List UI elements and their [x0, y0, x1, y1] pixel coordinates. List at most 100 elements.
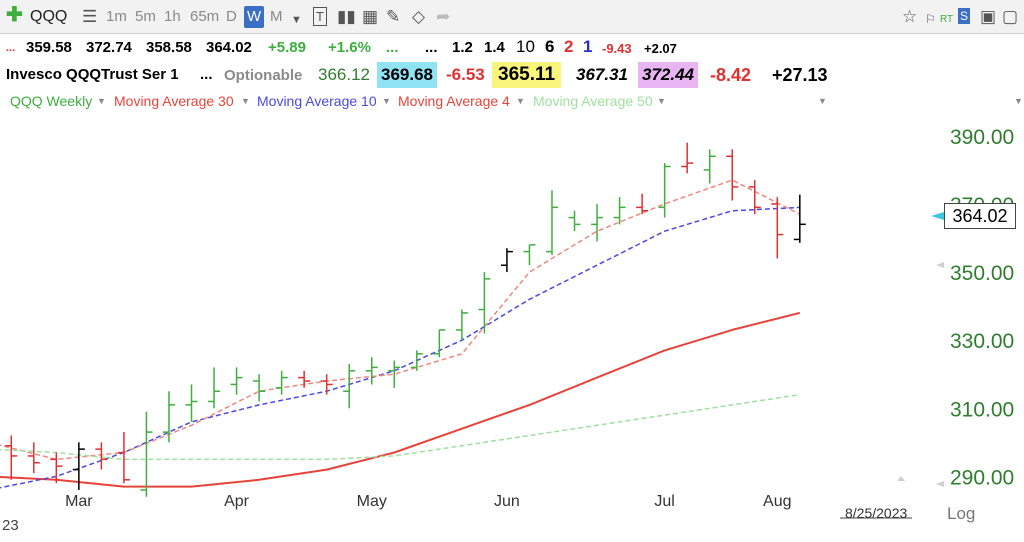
quote-v8: +2.07 [644, 41, 677, 56]
legend: QQQ Weekly ▼ Moving Average 30 ▼ Moving … [0, 92, 1024, 112]
chevron-down-icon[interactable]: ▼ [291, 14, 302, 26]
symbol-label[interactable]: QQQ [30, 8, 68, 25]
tf-1m[interactable]: 1m [106, 8, 127, 25]
y-tick-label: 350.00 [950, 262, 1014, 285]
quote-v4: 6 [545, 37, 555, 56]
ohlc-bar [591, 203, 604, 242]
pencil-icon[interactable]: ✎ [386, 7, 401, 26]
scroll-marker-icon [936, 481, 944, 487]
y-tick-label: 310.00 [950, 398, 1014, 421]
row2-p6: 372.44 [638, 62, 698, 88]
y-tick-label: 390.00 [950, 126, 1014, 149]
ohlc-bar [95, 442, 108, 470]
legend-ma50[interactable]: Moving Average 50 [533, 93, 653, 109]
ohlc-bar [365, 357, 378, 385]
ohlc-bar [793, 194, 806, 243]
name-ellipsis: ... [200, 66, 213, 83]
bar-chart-icon[interactable]: ▮▮ [337, 7, 356, 26]
quote-dots: ... [6, 42, 16, 54]
add-symbol-icon[interactable]: ✚ [6, 4, 23, 26]
legend-ma30[interactable]: Moving Average 30 [114, 93, 234, 109]
chevron-down-icon[interactable]: ▼ [516, 96, 525, 106]
ohlc-bar [117, 432, 130, 484]
tf-65m[interactable]: 65m [190, 8, 220, 25]
x-tick-label: Mar [65, 493, 93, 510]
ohlc-bar [320, 374, 333, 395]
tf-5m[interactable]: 5m [135, 8, 156, 25]
chevron-down-icon[interactable]: ▼ [818, 96, 827, 106]
ohlc-bar [275, 370, 288, 395]
s-icon[interactable]: S [958, 8, 971, 24]
ohlc-bar [185, 384, 198, 422]
row2-p7: -8.42 [710, 65, 752, 85]
line-moving-average-30 [0, 311, 801, 488]
row2-p4: 365.11 [492, 62, 562, 88]
ohlc-bar [298, 370, 311, 388]
tf-d[interactable]: D [226, 8, 237, 25]
row2-p2: 369.68 [377, 62, 437, 88]
x-tick-label: May [357, 493, 387, 510]
tf-w[interactable]: W [244, 6, 265, 28]
legend-ma10[interactable]: Moving Average 10 [257, 93, 377, 109]
low-value: 358.58 [146, 39, 192, 56]
ohlc-bar [253, 374, 266, 402]
share-icon[interactable]: ➦ [436, 7, 451, 26]
tf-1h[interactable]: 1h [164, 8, 181, 25]
chevron-down-icon[interactable]: ▼ [382, 96, 391, 106]
chevron-down-icon[interactable]: ▼ [1014, 96, 1023, 106]
ohlc-bar [162, 391, 175, 443]
ohlc-bar [455, 309, 468, 341]
ohlc-bar [388, 360, 401, 388]
chevron-down-icon[interactable]: ▼ [241, 96, 250, 106]
legend-ma4[interactable]: Moving Average 4 [398, 93, 510, 109]
change-pct-value: +1.6% [328, 39, 371, 56]
ohlc-bar [748, 180, 761, 215]
tf-m[interactable]: M [270, 8, 283, 25]
quote-v5: 2 [564, 37, 574, 56]
ohlc-bar [658, 163, 671, 218]
date-label: 8/25/2023 [845, 505, 908, 521]
company-name: Invesco QQQTrust Ser 1 [6, 66, 179, 83]
quote-v3: 10 [516, 37, 535, 56]
ohlc-bar [230, 367, 243, 395]
row2-p8: +27.13 [772, 65, 828, 85]
list-icon[interactable]: ☰ [82, 7, 98, 26]
save-icon[interactable]: ▣ [980, 7, 997, 26]
line-moving-average-4 [0, 179, 801, 461]
ohlc-bar [478, 272, 491, 334]
ohlc-bar [771, 197, 784, 259]
flag-icon[interactable]: ⚐ [925, 12, 936, 26]
y-tick-label: 290.00 [950, 466, 1014, 489]
row2-p3: -6.53 [446, 65, 485, 84]
text-tool-icon[interactable]: T [313, 7, 327, 26]
quote-v2: 1.4 [484, 39, 505, 56]
y-tick-label: 330.00 [950, 330, 1014, 353]
change-value: +5.89 [268, 39, 306, 56]
row2-p5: 367.31 [576, 65, 628, 84]
quote-v6: 1 [583, 37, 593, 56]
x-tick-label: Aug [763, 493, 791, 510]
ohlc-bar [500, 248, 513, 273]
scroll-up-icon[interactable] [897, 476, 905, 481]
quote-ellipsis-1: ... [386, 39, 399, 56]
ohlc-bar [681, 142, 694, 174]
window-icon[interactable]: ▢ [1002, 7, 1019, 26]
star-icon[interactable]: ☆ [902, 7, 918, 26]
ohlc-bar [433, 329, 446, 358]
quote-v7: -9.43 [602, 41, 632, 56]
log-button[interactable]: Log [947, 504, 976, 523]
eraser-icon[interactable]: ◇ [412, 7, 426, 26]
chevron-down-icon[interactable]: ▼ [657, 96, 666, 106]
ohlc-bar [410, 350, 423, 371]
x-tick-label: Apr [224, 493, 250, 510]
quote-row: ... 359.58 372.74 358.58 364.02 +5.89 +1… [0, 36, 1024, 62]
legend-main[interactable]: QQQ Weekly [10, 93, 93, 109]
ohlc-bar [726, 149, 739, 201]
chevron-down-icon[interactable]: ▼ [97, 96, 106, 106]
calendar-icon[interactable]: ▦ [362, 7, 379, 26]
ohlc-bar [27, 442, 40, 473]
current-price-box: 364.02 [944, 203, 1016, 229]
rt-icon[interactable]: RT [940, 14, 954, 25]
toolbar: ✚ QQQ ☰ 1m 5m 1h 65m D W M ▼ T ▮▮ ▦ ✎ ◇ … [0, 0, 1024, 34]
